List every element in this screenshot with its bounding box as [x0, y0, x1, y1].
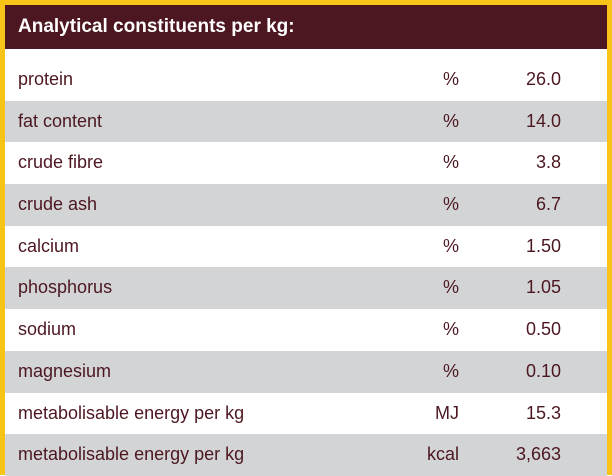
row-label: fat content — [18, 110, 103, 131]
row-unit: % — [442, 69, 459, 89]
table-row: phosphorus % 1.05 — [5, 267, 607, 310]
row-unit: MJ — [435, 402, 459, 423]
table-row: calcium % 1.50 — [5, 226, 607, 268]
row-value: 26.0 — [525, 69, 561, 89]
row-unit: % — [442, 235, 459, 256]
row-value: 1.50 — [525, 235, 561, 256]
row-label: phosphorus — [18, 277, 113, 298]
row-label: magnesium — [18, 360, 112, 381]
table-row: fat content % 14.0 — [5, 100, 607, 143]
table-row: crude fibre % 3.8 — [5, 142, 607, 184]
row-value: 0.50 — [525, 319, 561, 340]
table-row: sodium % 0.50 — [5, 309, 607, 351]
row-value: 0.10 — [525, 360, 561, 381]
row-label: metabolisable energy per kg — [18, 444, 245, 465]
header-spacer — [5, 49, 607, 59]
table-row: magnesium % 0.10 — [5, 350, 607, 393]
table-title: Analytical constituents per kg: — [5, 5, 607, 49]
table-row: metabolisable energy per kg kcal 3,663 — [5, 434, 607, 476]
row-value: 1.05 — [525, 277, 561, 298]
row-unit: kcal — [426, 444, 459, 465]
row-unit: % — [442, 152, 459, 173]
row-unit: % — [442, 319, 459, 340]
row-unit: % — [442, 277, 459, 298]
row-label: sodium — [18, 319, 77, 340]
row-label: protein — [18, 69, 74, 89]
row-label: crude ash — [18, 194, 98, 215]
row-label: calcium — [18, 235, 80, 256]
table-row: crude ash % 6.7 — [5, 184, 607, 226]
row-value: 3,663 — [515, 444, 561, 465]
row-value: 15.3 — [525, 402, 561, 423]
row-unit: % — [442, 360, 459, 381]
row-value: 6.7 — [535, 194, 561, 215]
row-value: 14.0 — [525, 110, 561, 131]
row-unit: % — [442, 194, 459, 215]
row-label: crude fibre — [18, 152, 104, 173]
table-row: protein % 26.0 — [5, 59, 607, 101]
row-value: 3.8 — [535, 152, 561, 173]
row-unit: % — [442, 110, 459, 131]
table-row: metabolisable energy per kg MJ 15.3 — [5, 393, 607, 435]
row-label: metabolisable energy per kg — [18, 402, 245, 423]
